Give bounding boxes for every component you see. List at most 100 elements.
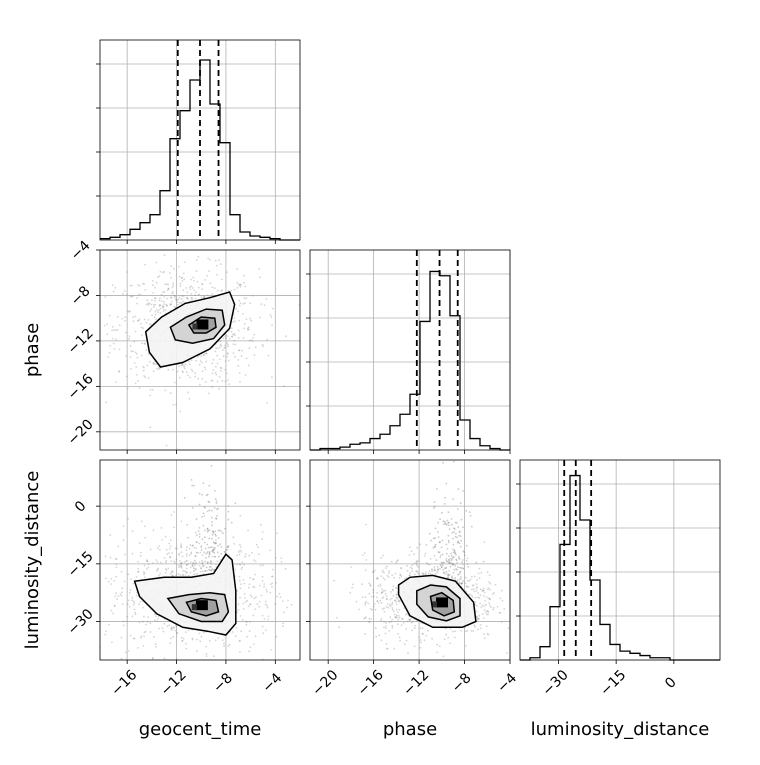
sample-point bbox=[271, 575, 274, 578]
sample-point bbox=[384, 632, 387, 635]
sample-point bbox=[247, 328, 250, 331]
sample-point bbox=[382, 554, 384, 557]
sample-point bbox=[432, 547, 435, 549]
sample-point bbox=[124, 316, 127, 319]
sample-point bbox=[184, 570, 186, 573]
sample-point bbox=[198, 492, 201, 495]
sample-point bbox=[374, 608, 377, 611]
sample-point bbox=[204, 353, 207, 355]
sample-point bbox=[170, 277, 172, 279]
sample-point bbox=[380, 619, 382, 622]
sample-point bbox=[243, 582, 246, 585]
sample-point bbox=[445, 523, 447, 525]
sample-point bbox=[411, 570, 413, 573]
sample-point bbox=[411, 567, 413, 570]
sample-point bbox=[447, 561, 450, 563]
sample-point bbox=[352, 583, 354, 586]
sample-point bbox=[246, 621, 248, 624]
sample-point bbox=[492, 608, 495, 611]
sample-point bbox=[202, 482, 205, 485]
sample-point bbox=[103, 324, 106, 327]
sample-point bbox=[126, 387, 129, 390]
sample-point bbox=[449, 557, 452, 560]
sample-point bbox=[380, 575, 383, 578]
sample-point bbox=[455, 559, 458, 562]
sample-point bbox=[143, 282, 146, 285]
sample-point bbox=[447, 574, 450, 577]
sample-point bbox=[139, 636, 142, 639]
sample-point bbox=[248, 650, 251, 653]
sample-point bbox=[421, 572, 424, 575]
histogram-bin bbox=[550, 607, 560, 660]
sample-point bbox=[391, 608, 394, 611]
sample-point bbox=[448, 559, 451, 562]
sample-point bbox=[462, 567, 465, 570]
sample-point bbox=[227, 353, 229, 355]
sample-point bbox=[302, 557, 304, 559]
sample-point bbox=[441, 511, 443, 514]
sample-point bbox=[378, 634, 380, 637]
x-tick-label: −16 bbox=[355, 667, 387, 699]
sample-point bbox=[408, 574, 411, 577]
sample-point bbox=[194, 372, 197, 375]
sample-point bbox=[125, 331, 127, 334]
sample-point bbox=[191, 370, 194, 373]
sample-point bbox=[456, 561, 458, 564]
sample-point bbox=[234, 396, 236, 398]
sample-point bbox=[391, 603, 393, 606]
sample-point bbox=[154, 313, 157, 316]
sample-point bbox=[218, 259, 220, 262]
sample-point bbox=[392, 585, 395, 587]
sample-point bbox=[207, 550, 209, 553]
sample-point bbox=[215, 563, 218, 566]
sample-point bbox=[203, 541, 206, 544]
sample-point bbox=[258, 600, 261, 603]
sample-point bbox=[180, 636, 183, 639]
sample-point bbox=[478, 567, 481, 570]
sample-point bbox=[216, 273, 219, 276]
sample-point bbox=[462, 490, 464, 492]
sample-point bbox=[201, 288, 203, 290]
sample-point bbox=[128, 335, 131, 338]
sample-point bbox=[220, 344, 223, 347]
sample-point bbox=[448, 524, 450, 527]
sample-point bbox=[206, 569, 209, 572]
sample-point bbox=[86, 538, 88, 540]
sample-point bbox=[445, 566, 448, 569]
sample-point bbox=[211, 293, 214, 295]
sample-point bbox=[174, 295, 177, 297]
histogram-bin bbox=[240, 232, 250, 240]
sample-point bbox=[89, 603, 91, 605]
sample-point bbox=[148, 302, 151, 305]
sample-point bbox=[200, 296, 203, 299]
sample-point bbox=[231, 631, 234, 633]
sample-point bbox=[451, 664, 453, 666]
sample-point bbox=[459, 545, 462, 548]
x-tick-label: −8 bbox=[210, 670, 236, 696]
sample-point bbox=[117, 595, 120, 598]
sample-point bbox=[226, 546, 229, 549]
sample-point bbox=[397, 559, 399, 562]
sample-point bbox=[208, 529, 211, 532]
sample-point bbox=[177, 573, 180, 575]
sample-point bbox=[236, 611, 239, 614]
sample-point bbox=[239, 615, 242, 617]
sample-point bbox=[416, 560, 419, 563]
sample-point bbox=[454, 630, 457, 633]
sample-point bbox=[260, 594, 263, 597]
sample-point bbox=[214, 542, 217, 545]
sample-point bbox=[238, 283, 241, 286]
sample-point bbox=[474, 600, 477, 603]
sample-point bbox=[445, 482, 448, 485]
sample-point bbox=[451, 575, 453, 578]
sample-point bbox=[429, 558, 432, 560]
sample-point bbox=[201, 361, 203, 364]
sample-point bbox=[429, 573, 432, 575]
sample-point bbox=[170, 571, 173, 573]
sample-point bbox=[407, 618, 410, 621]
sample-point bbox=[399, 639, 401, 642]
sample-point bbox=[200, 355, 203, 357]
sample-point bbox=[169, 666, 171, 668]
sample-point bbox=[462, 550, 465, 553]
sample-point bbox=[155, 645, 157, 648]
